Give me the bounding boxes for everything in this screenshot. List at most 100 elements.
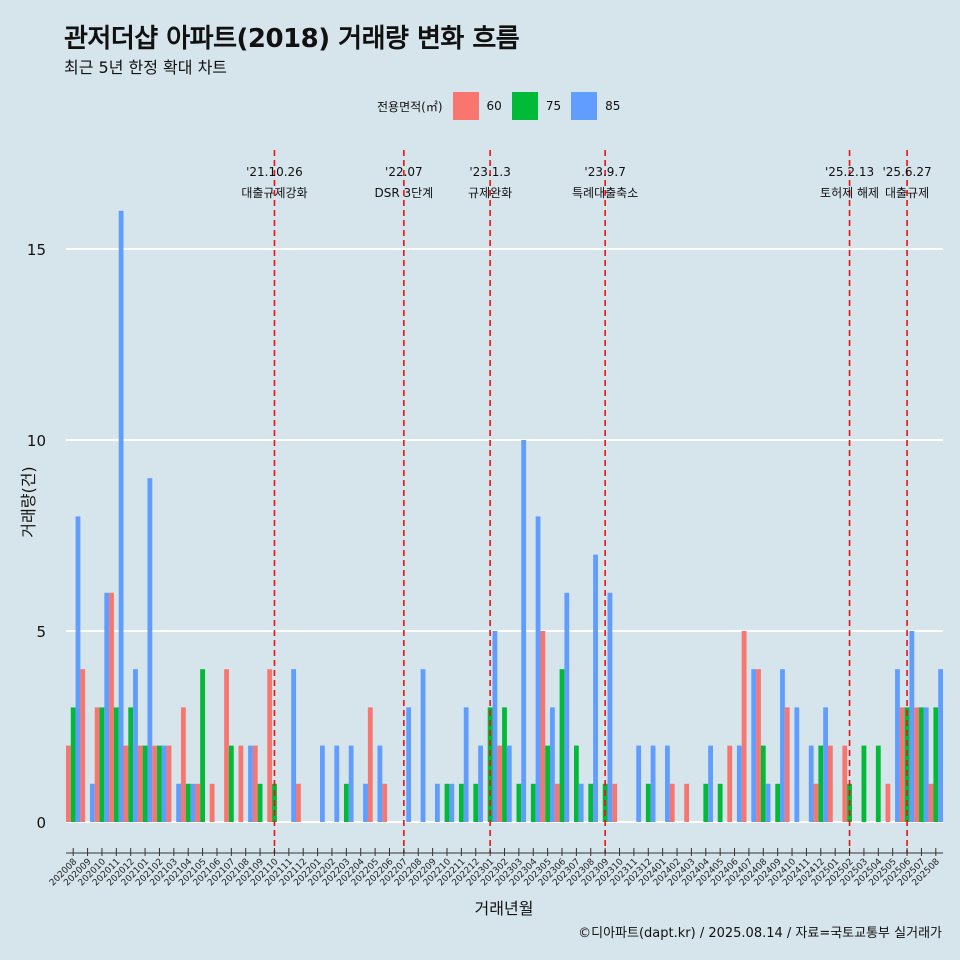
event-date: '21.10.26 — [246, 165, 303, 179]
y-tick-label: 15 — [27, 241, 46, 259]
bar-85 — [823, 707, 828, 822]
bar-85 — [492, 631, 498, 822]
bar-75 — [113, 707, 119, 822]
legend-label-85: 85 — [605, 99, 621, 113]
bar-75 — [933, 707, 939, 822]
event-date: '23.9.7 — [584, 165, 625, 179]
bar-60 — [94, 707, 100, 822]
bar-85 — [607, 592, 613, 822]
bar-85 — [665, 745, 670, 822]
bar-85 — [104, 592, 110, 822]
bar-60 — [669, 783, 675, 822]
bar-60 — [80, 669, 86, 822]
bar-85 — [133, 669, 138, 822]
chart-subtitle: 최근 5년 한정 확대 차트 — [64, 58, 228, 77]
bar-85 — [449, 783, 455, 822]
bar-85 — [435, 783, 440, 822]
bar-85 — [420, 669, 426, 822]
event-label: DSR 3단계 — [374, 186, 433, 200]
bar-85 — [636, 745, 642, 822]
bar-85 — [478, 745, 483, 822]
event-lines: '21.10.26 대출규제강화 '22.07 DSR 3단계 '23.1.3 규제완화 '… — [241, 150, 932, 853]
bar-85 — [765, 783, 771, 822]
bar-60 — [252, 745, 258, 822]
bar-60 — [152, 745, 158, 822]
y-tick-label: 10 — [27, 432, 46, 450]
event-date: '25.2.13 — [825, 165, 874, 179]
bar-75 — [775, 783, 781, 822]
bar-60 — [842, 745, 848, 822]
bar-75 — [99, 707, 105, 822]
bar-85 — [463, 707, 469, 822]
bar-60 — [756, 669, 761, 822]
x-axis-title: 거래년월 — [475, 899, 534, 918]
bar-60 — [784, 707, 790, 822]
bar-85 — [118, 210, 124, 823]
legend-title: 전용면적(㎡) — [377, 99, 443, 114]
bar-75 — [343, 783, 349, 822]
bar-85 — [291, 669, 297, 822]
event-date: '23.1.3 — [469, 165, 510, 179]
bar-75 — [545, 745, 551, 822]
bar-75 — [530, 783, 536, 822]
bar-75 — [573, 745, 579, 822]
bar-60 — [497, 745, 503, 822]
bar-75 — [228, 745, 234, 822]
event-label: 토허제 해제 — [820, 186, 879, 200]
legend-label-75: 75 — [545, 99, 562, 113]
bar-75 — [185, 783, 191, 822]
legend-key-60 — [452, 92, 479, 120]
bar-60 — [123, 745, 129, 822]
bar-85 — [535, 516, 541, 822]
bar-60 — [195, 783, 201, 822]
bar-60 — [166, 745, 172, 822]
bar-85 — [808, 745, 814, 822]
legend: 전용면적(㎡) 60 75 85 — [377, 92, 630, 120]
bar-60 — [224, 669, 229, 822]
bar-85 — [406, 707, 412, 822]
bar-85 — [895, 669, 900, 822]
bar-75 — [516, 783, 522, 822]
bar-85 — [751, 669, 757, 822]
bar-75 — [703, 783, 709, 822]
bar-85 — [348, 745, 354, 822]
bar-85 — [909, 631, 915, 822]
bar-60 — [296, 783, 301, 822]
bar-60 — [209, 783, 215, 822]
bar-85 — [938, 669, 943, 822]
bar-85 — [550, 707, 555, 822]
bar-60 — [885, 783, 891, 822]
bar-60 — [741, 631, 747, 822]
event-label: 규제완화 — [468, 186, 512, 200]
bars — [66, 210, 943, 823]
bar-85 — [708, 745, 713, 822]
bar-75 — [257, 783, 263, 822]
bar-60 — [109, 592, 114, 822]
bar-60 — [66, 745, 71, 822]
bar-60 — [727, 745, 733, 822]
bar-60 — [137, 745, 143, 822]
bar-75 — [70, 707, 76, 822]
source-caption: ©디아파트(dapt.kr) / 2025.08.14 / 자료=국토교통부 실… — [578, 926, 942, 941]
bar-75 — [502, 707, 507, 822]
bar-85 — [377, 745, 383, 822]
bar-85 — [319, 745, 325, 822]
bar-75 — [458, 783, 464, 822]
bar-75 — [473, 783, 479, 822]
bar-75 — [645, 783, 651, 822]
bar-85 — [363, 783, 368, 822]
bar-85 — [794, 707, 800, 822]
bar-60 — [684, 783, 690, 822]
bar-60 — [181, 707, 186, 822]
bar-75 — [142, 745, 148, 822]
bar-60 — [238, 745, 244, 822]
bar-85 — [506, 745, 512, 822]
bar-75 — [588, 783, 594, 822]
bar-60 — [899, 707, 905, 822]
y-tick-label: 5 — [36, 623, 46, 641]
bar-60 — [367, 707, 373, 822]
bar-85 — [593, 554, 598, 822]
bar-85 — [89, 783, 95, 822]
legend-key-75 — [511, 92, 538, 120]
